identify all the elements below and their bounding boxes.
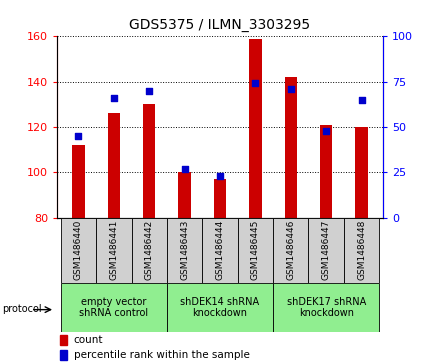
Bar bbox=[238, 218, 273, 283]
Point bbox=[181, 166, 188, 172]
Bar bbox=[60, 335, 67, 345]
Bar bbox=[308, 218, 344, 283]
Point bbox=[146, 88, 153, 94]
Text: GSM1486443: GSM1486443 bbox=[180, 220, 189, 280]
Bar bbox=[273, 283, 379, 332]
Text: GSM1486441: GSM1486441 bbox=[109, 220, 118, 280]
Text: GSM1486440: GSM1486440 bbox=[74, 220, 83, 280]
Text: count: count bbox=[74, 335, 103, 345]
Bar bbox=[60, 350, 67, 360]
Bar bbox=[344, 218, 379, 283]
Text: shDEK17 shRNA
knockdown: shDEK17 shRNA knockdown bbox=[286, 297, 366, 318]
Text: shDEK14 shRNA
knockdown: shDEK14 shRNA knockdown bbox=[180, 297, 260, 318]
Text: GSM1486442: GSM1486442 bbox=[145, 220, 154, 280]
Text: percentile rank within the sample: percentile rank within the sample bbox=[74, 350, 249, 360]
Bar bbox=[285, 77, 297, 218]
Bar bbox=[249, 38, 262, 218]
Point bbox=[358, 97, 365, 103]
Text: GSM1486446: GSM1486446 bbox=[286, 220, 295, 280]
Bar bbox=[167, 283, 273, 332]
Text: GSM1486447: GSM1486447 bbox=[322, 220, 331, 280]
Bar bbox=[61, 218, 96, 283]
Bar bbox=[273, 218, 308, 283]
Text: empty vector
shRNA control: empty vector shRNA control bbox=[79, 297, 148, 318]
Text: GSM1486448: GSM1486448 bbox=[357, 220, 366, 280]
Bar bbox=[356, 127, 368, 218]
Bar bbox=[96, 218, 132, 283]
Point bbox=[252, 81, 259, 86]
Title: GDS5375 / ILMN_3303295: GDS5375 / ILMN_3303295 bbox=[129, 19, 311, 33]
Bar bbox=[167, 218, 202, 283]
Bar bbox=[61, 283, 167, 332]
Point bbox=[216, 173, 224, 179]
Bar bbox=[214, 179, 226, 218]
Point bbox=[75, 133, 82, 139]
Text: GSM1486444: GSM1486444 bbox=[216, 220, 224, 280]
Bar bbox=[320, 125, 332, 218]
Text: GSM1486445: GSM1486445 bbox=[251, 220, 260, 280]
Bar bbox=[178, 172, 191, 218]
Bar bbox=[132, 218, 167, 283]
Text: protocol: protocol bbox=[2, 304, 42, 314]
Bar bbox=[72, 145, 84, 218]
Bar bbox=[202, 218, 238, 283]
Point bbox=[110, 95, 117, 101]
Point bbox=[287, 86, 294, 92]
Bar bbox=[143, 104, 155, 218]
Bar bbox=[108, 113, 120, 218]
Point bbox=[323, 128, 330, 134]
